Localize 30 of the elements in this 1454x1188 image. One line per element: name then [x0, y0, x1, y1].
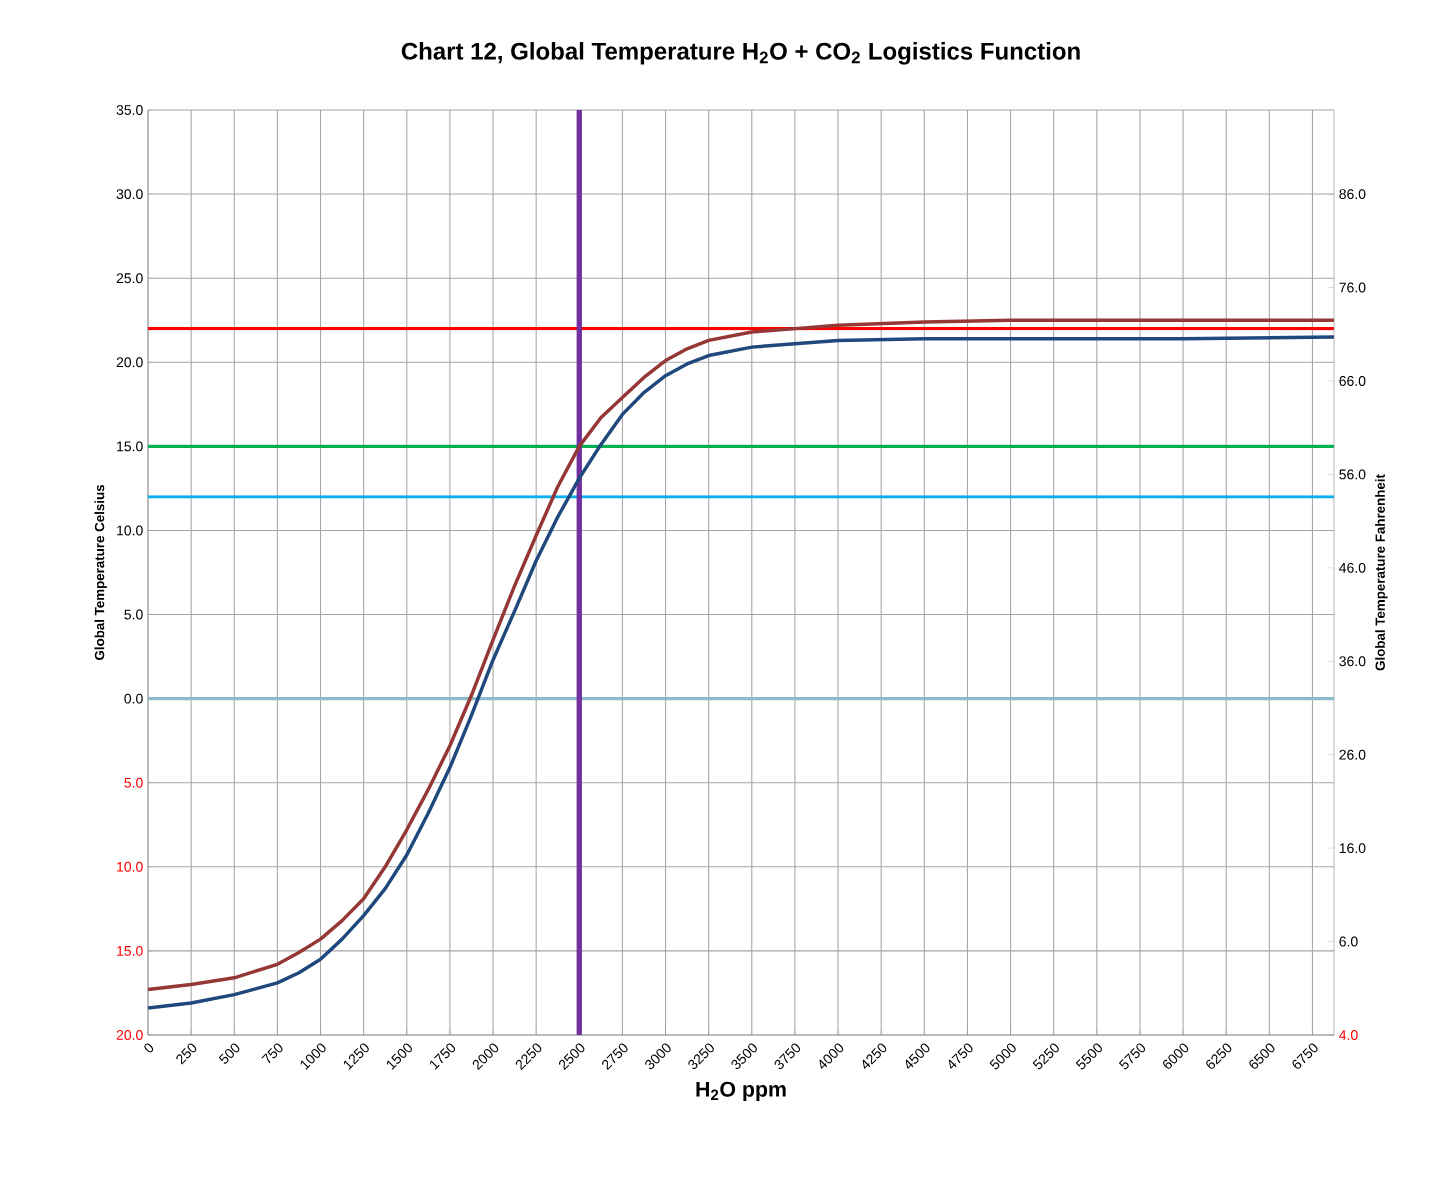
y-tick-label: 10.0 [117, 525, 143, 536]
y2-tick-label: 76.0 [1339, 282, 1366, 293]
x-axis-title: H$_{2}$O ppm [696, 1081, 786, 1101]
y-tick-label: 5.0 [124, 609, 143, 620]
y2-tick-label: 36.0 [1339, 656, 1366, 667]
y2-tick-label: 4.0 [1339, 1030, 1358, 1040]
y2-tick-label: 86.0 [1339, 189, 1366, 200]
y-tick-label: 30.0 [116, 189, 143, 200]
chart-title: Chart 12, Global Temperature H$_{2}$O + CO$_{2}$ Logistics Function [401, 42, 1080, 65]
y-tick-label: 20.0 [116, 357, 143, 368]
x-tick-label: 500 [218, 1043, 240, 1064]
x-tick-label: 0 [144, 1043, 154, 1053]
x-tick-label: 750 [261, 1043, 283, 1064]
y2-tick-label: 6.0 [1339, 936, 1358, 947]
y-tick-label: 15.0 [117, 441, 143, 452]
x-tick-label: 250 [176, 1043, 197, 1065]
y-tick-label: 0.0 [124, 693, 143, 704]
y-tick-label: 10.0 [117, 861, 143, 872]
y-tick-label: 25.0 [116, 273, 143, 284]
y2-axis-title: Global Temperature Fahrenheit [1375, 474, 1388, 671]
y-tick-label: 5.0 [124, 777, 143, 788]
y-tick-label: 35.0 [116, 105, 143, 115]
y2-tick-label: 56.0 [1339, 469, 1366, 480]
y-tick-label: 20.0 [116, 1030, 143, 1040]
y-tick-label: 15.0 [117, 945, 143, 956]
y2-tick-label: 26.0 [1339, 749, 1366, 760]
y-axis-title: Global Temperature Celsius [94, 484, 107, 660]
y2-tick-label: 16.0 [1339, 843, 1366, 854]
y2-tick-label: 46.0 [1339, 562, 1366, 573]
y2-tick-label: 66.0 [1339, 376, 1366, 386]
